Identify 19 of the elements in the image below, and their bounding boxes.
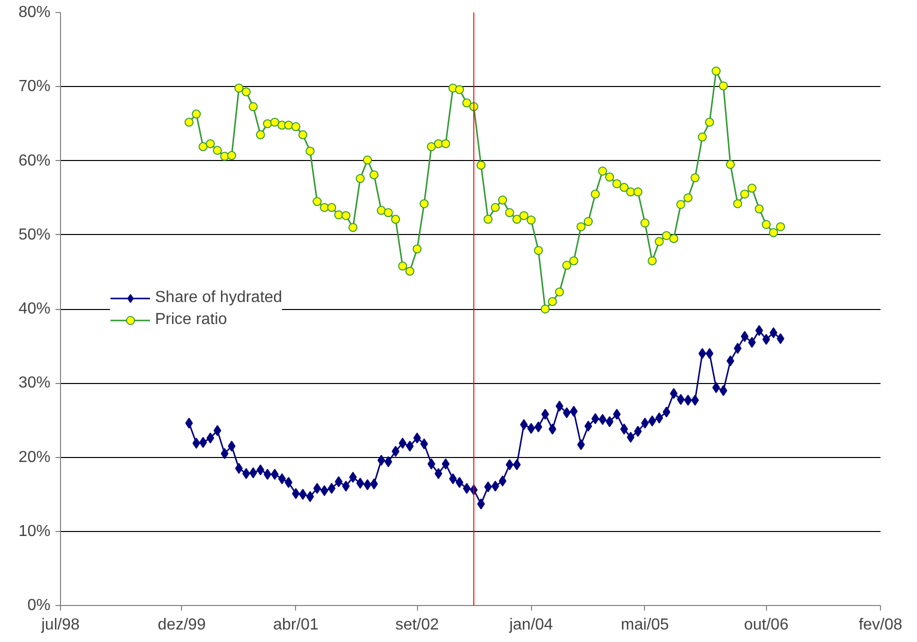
- x-tick-label: jul/98: [40, 616, 80, 634]
- x-tick-label: fev/08: [858, 616, 902, 634]
- y-tick-label: 40%: [18, 300, 51, 318]
- legend-label: Price ratio: [155, 310, 228, 328]
- y-tick-label: 50%: [18, 226, 51, 244]
- y-tick-label: 20%: [18, 448, 51, 466]
- x-tick-label: abr/01: [273, 616, 319, 634]
- x-tick-label: mai/05: [620, 616, 670, 634]
- x-tick-label: set/02: [395, 616, 440, 634]
- y-tick-label: 0%: [27, 597, 50, 614]
- legend-label: Share of hydrated: [155, 288, 282, 306]
- x-tick-label: jan/04: [508, 616, 554, 634]
- x-tick-label: dez/99: [158, 616, 206, 634]
- y-tick-label: 60%: [18, 152, 51, 170]
- y-tick-label: 80%: [18, 4, 51, 21]
- x-tick-label: out/06: [744, 616, 789, 634]
- y-tick-label: 30%: [18, 374, 51, 392]
- y-tick-label: 10%: [18, 522, 51, 540]
- y-tick-label: 70%: [18, 78, 51, 96]
